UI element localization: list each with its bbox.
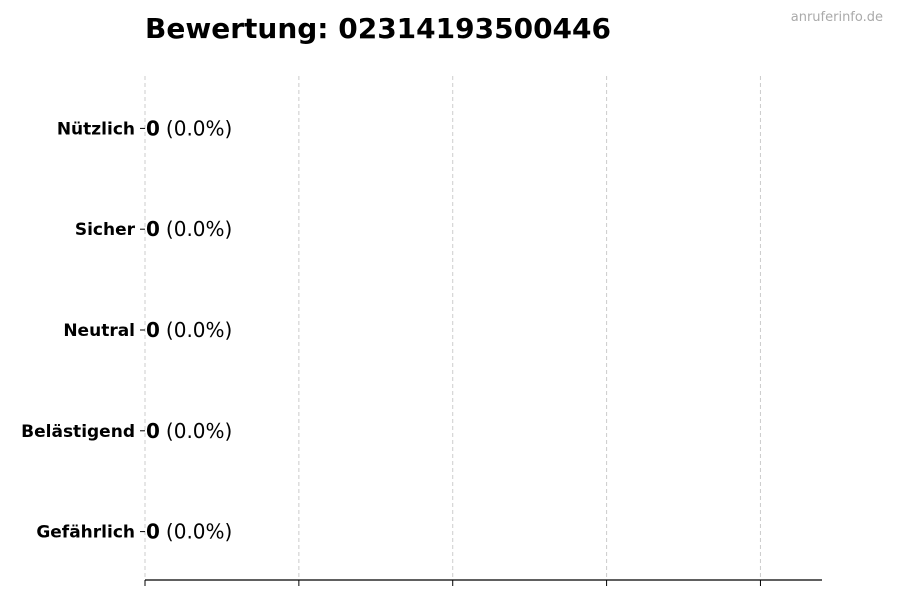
category-label: Neutral bbox=[63, 321, 135, 341]
category-label: Gefährlich bbox=[36, 523, 135, 543]
count-label: 0 bbox=[146, 318, 160, 342]
count-label: 0 bbox=[146, 520, 160, 544]
category-label: Nützlich bbox=[57, 119, 135, 139]
data-label: 0 (0.0%) bbox=[146, 217, 232, 241]
count-label: 0 bbox=[146, 116, 160, 140]
percent-label: (0.0%) bbox=[166, 116, 232, 140]
percent-label: (0.0%) bbox=[166, 318, 232, 342]
count-label: 0 bbox=[146, 419, 160, 443]
chart-title: Bewertung: 02314193500446 bbox=[145, 12, 611, 45]
watermark: anruferinfo.de bbox=[790, 10, 883, 25]
category-label: Sicher bbox=[75, 220, 136, 240]
data-label: 0 (0.0%) bbox=[146, 419, 232, 443]
data-label: 0 (0.0%) bbox=[146, 116, 232, 140]
count-label: 0 bbox=[146, 217, 160, 241]
data-label: 0 (0.0%) bbox=[146, 318, 232, 342]
percent-label: (0.0%) bbox=[166, 217, 232, 241]
percent-label: (0.0%) bbox=[166, 520, 232, 544]
percent-label: (0.0%) bbox=[166, 419, 232, 443]
category-label: Belästigend bbox=[21, 422, 135, 442]
data-label: 0 (0.0%) bbox=[146, 520, 232, 544]
